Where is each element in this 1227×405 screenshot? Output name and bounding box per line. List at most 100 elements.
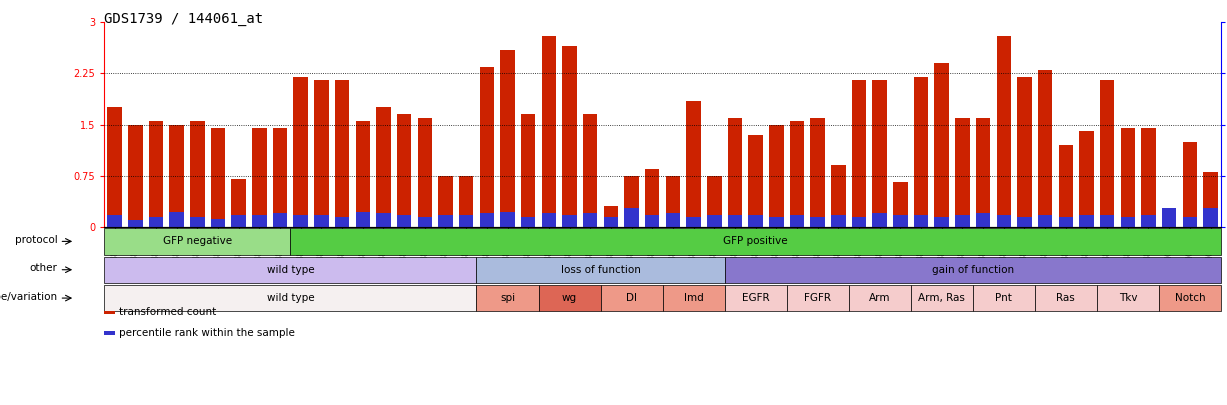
Bar [810,118,825,227]
Bar [790,121,804,227]
Bar [1099,215,1114,227]
Bar [148,121,163,227]
Bar [252,215,266,227]
Bar [604,207,618,227]
Bar [211,219,226,227]
Bar [975,118,990,227]
Bar [1141,128,1156,227]
Bar [396,114,411,227]
Bar [1141,215,1156,227]
Bar [1204,209,1217,227]
Bar [417,118,432,227]
Bar [438,176,453,227]
Bar [1099,80,1114,227]
Text: Tkv: Tkv [1119,293,1137,303]
Bar [356,212,371,227]
Text: GDS1739 / 144061_at: GDS1739 / 144061_at [104,12,264,26]
Bar [293,77,308,227]
Bar [1204,172,1217,227]
Bar [1120,217,1135,227]
Text: Arm: Arm [869,293,891,303]
Bar [459,215,474,227]
Text: transformed count: transformed count [119,307,217,318]
Bar [872,80,887,227]
Bar [583,114,598,227]
Text: Dl: Dl [626,293,637,303]
Bar [104,311,115,314]
Bar [725,285,787,311]
Text: FGFR: FGFR [804,293,831,303]
Bar [748,215,763,227]
Bar [1059,145,1074,227]
Text: Ras: Ras [1056,293,1075,303]
Bar [1120,128,1135,227]
Text: wg: wg [562,293,577,303]
Bar [480,66,494,227]
Bar [541,36,556,227]
Bar [935,63,948,227]
Bar [293,215,308,227]
Bar [686,101,701,227]
Bar [973,285,1034,311]
Bar [480,213,494,227]
Bar [728,215,742,227]
Text: other: other [29,263,58,273]
Bar [625,209,639,227]
Bar [645,215,659,227]
Bar [728,118,742,227]
Bar [108,107,121,227]
Text: GFP negative: GFP negative [163,237,232,246]
Bar [128,220,142,227]
Bar [1038,215,1053,227]
Bar [625,176,639,227]
Bar [666,213,680,227]
Bar [521,114,535,227]
Bar [1017,217,1032,227]
Bar [910,285,973,311]
Bar [211,128,226,227]
Bar [996,215,1011,227]
Bar [1038,70,1053,227]
Bar [935,217,948,227]
Bar [975,213,990,227]
Bar [459,176,474,227]
Bar [1183,142,1198,227]
Bar [104,228,291,255]
Bar [707,176,721,227]
Bar [707,215,721,227]
Bar [955,215,969,227]
Text: spi: spi [499,293,515,303]
Bar [314,215,329,227]
Bar [356,121,371,227]
Bar [893,215,908,227]
Bar [476,256,725,283]
Bar [438,215,453,227]
Bar [1158,285,1221,311]
Bar [769,217,784,227]
Bar [872,213,887,227]
Bar [996,36,1011,227]
Text: Notch: Notch [1174,293,1205,303]
Bar [169,212,184,227]
Bar [104,285,476,311]
Bar [335,80,350,227]
Text: GFP positive: GFP positive [723,237,788,246]
Bar [396,215,411,227]
Bar [562,215,577,227]
Bar [790,215,804,227]
Bar [914,77,929,227]
Bar [104,331,115,335]
Bar [914,215,929,227]
Bar [108,215,121,227]
Bar [1080,131,1093,227]
Bar [476,285,539,311]
Bar [501,49,515,227]
Bar [128,125,142,227]
Bar [377,213,390,227]
Bar [272,128,287,227]
Bar [604,217,618,227]
Text: gain of function: gain of function [931,265,1014,275]
Text: protocol: protocol [15,235,58,245]
Bar [541,213,556,227]
Text: EGFR: EGFR [742,293,769,303]
